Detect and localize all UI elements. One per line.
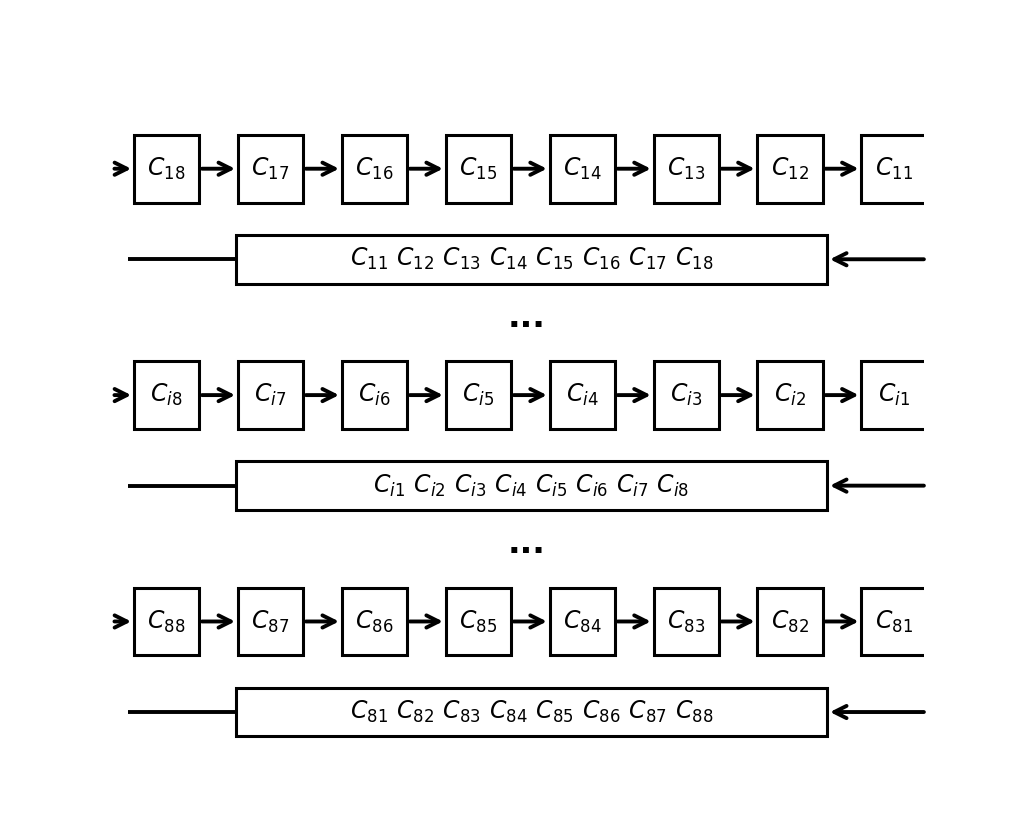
- Text: ...: ...: [507, 301, 545, 334]
- FancyBboxPatch shape: [134, 134, 199, 202]
- Text: $C_{11}$ $C_{12}$ $C_{13}$ $C_{14}$ $C_{15}$ $C_{16}$ $C_{17}$ $C_{18}$: $C_{11}$ $C_{12}$ $C_{13}$ $C_{14}$ $C_{…: [350, 246, 714, 272]
- FancyBboxPatch shape: [342, 134, 407, 202]
- Text: $C_{83}$: $C_{83}$: [668, 608, 706, 634]
- Text: $C_{13}$: $C_{13}$: [668, 155, 706, 181]
- FancyBboxPatch shape: [134, 587, 199, 655]
- FancyBboxPatch shape: [549, 587, 615, 655]
- FancyBboxPatch shape: [134, 361, 199, 429]
- FancyBboxPatch shape: [236, 461, 827, 510]
- FancyBboxPatch shape: [342, 587, 407, 655]
- Text: $C_{81}$: $C_{81}$: [875, 608, 913, 634]
- FancyBboxPatch shape: [236, 235, 827, 284]
- Text: $C_{i3}$: $C_{i3}$: [670, 382, 702, 408]
- FancyBboxPatch shape: [758, 587, 823, 655]
- FancyBboxPatch shape: [758, 361, 823, 429]
- Text: $C_{11}$: $C_{11}$: [875, 155, 913, 181]
- Text: $C_{i2}$: $C_{i2}$: [774, 382, 806, 408]
- Text: $C_{14}$: $C_{14}$: [563, 155, 602, 181]
- Text: $C_{i1}$: $C_{i1}$: [878, 382, 910, 408]
- Text: $C_{15}$: $C_{15}$: [459, 155, 497, 181]
- FancyBboxPatch shape: [653, 587, 719, 655]
- FancyBboxPatch shape: [236, 688, 827, 737]
- Text: $C_{i1}$ $C_{i2}$ $C_{i3}$ $C_{i4}$ $C_{i5}$ $C_{i6}$ $C_{i7}$ $C_{i8}$: $C_{i1}$ $C_{i2}$ $C_{i3}$ $C_{i4}$ $C_{…: [374, 473, 689, 499]
- Text: $C_{17}$: $C_{17}$: [252, 155, 290, 181]
- Text: $C_{84}$: $C_{84}$: [563, 608, 602, 634]
- FancyBboxPatch shape: [862, 134, 926, 202]
- Text: ...: ...: [507, 528, 545, 560]
- FancyBboxPatch shape: [862, 361, 926, 429]
- FancyBboxPatch shape: [446, 361, 511, 429]
- Text: $C_{18}$: $C_{18}$: [148, 155, 186, 181]
- FancyBboxPatch shape: [862, 587, 926, 655]
- Text: $C_{i8}$: $C_{i8}$: [150, 382, 183, 408]
- Text: $C_{12}$: $C_{12}$: [771, 155, 809, 181]
- Text: $C_{i5}$: $C_{i5}$: [462, 382, 494, 408]
- FancyBboxPatch shape: [446, 587, 511, 655]
- FancyBboxPatch shape: [238, 361, 303, 429]
- FancyBboxPatch shape: [758, 134, 823, 202]
- Text: $C_{88}$: $C_{88}$: [148, 608, 186, 634]
- Text: $C_{i4}$: $C_{i4}$: [566, 382, 599, 408]
- Text: $C_{81}$ $C_{82}$ $C_{83}$ $C_{84}$ $C_{85}$ $C_{86}$ $C_{87}$ $C_{88}$: $C_{81}$ $C_{82}$ $C_{83}$ $C_{84}$ $C_{…: [350, 699, 714, 725]
- Text: $C_{87}$: $C_{87}$: [252, 608, 290, 634]
- Text: $C_{85}$: $C_{85}$: [459, 608, 497, 634]
- Text: $C_{i7}$: $C_{i7}$: [255, 382, 287, 408]
- FancyBboxPatch shape: [342, 361, 407, 429]
- FancyBboxPatch shape: [238, 134, 303, 202]
- FancyBboxPatch shape: [549, 361, 615, 429]
- Text: $C_{86}$: $C_{86}$: [355, 608, 393, 634]
- Text: $C_{82}$: $C_{82}$: [771, 608, 809, 634]
- FancyBboxPatch shape: [549, 134, 615, 202]
- FancyBboxPatch shape: [653, 361, 719, 429]
- FancyBboxPatch shape: [238, 587, 303, 655]
- FancyBboxPatch shape: [446, 134, 511, 202]
- Text: $C_{16}$: $C_{16}$: [355, 155, 393, 181]
- FancyBboxPatch shape: [653, 134, 719, 202]
- Text: $C_{i6}$: $C_{i6}$: [358, 382, 390, 408]
